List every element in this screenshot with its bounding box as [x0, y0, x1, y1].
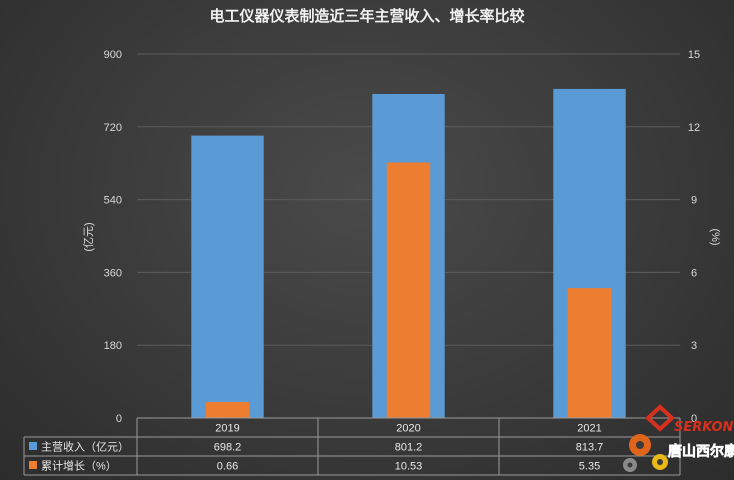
- left-axis-label: (亿元): [82, 222, 95, 251]
- table-cell: 813.7: [576, 442, 604, 454]
- revenue-bar-2019: [191, 135, 264, 418]
- category-label: 2020: [396, 423, 420, 435]
- growth-bar-2021: [567, 288, 612, 418]
- table-cell: 5.35: [579, 461, 600, 473]
- legend-label: 累计增长（%）: [41, 459, 117, 473]
- right-tick-label: 3: [691, 340, 697, 352]
- legend-label: 主营收入（亿元）: [41, 440, 129, 454]
- left-axis-ticks: 0 180 360 540 720 900: [104, 49, 122, 425]
- category-label: 2019: [215, 423, 239, 435]
- legend-swatch: [29, 442, 37, 450]
- growth-bar-2019: [205, 401, 250, 418]
- category-label: 2021: [577, 423, 601, 435]
- left-tick-label: 540: [104, 195, 122, 207]
- table-cell: 698.2: [214, 442, 242, 454]
- logo-brand: SERKON: [674, 420, 734, 435]
- logo-name: 唐山西尔康: [668, 443, 734, 460]
- left-tick-label: 900: [104, 49, 122, 61]
- right-tick-label: 0: [691, 413, 697, 425]
- table-cell: 10.53: [395, 461, 423, 473]
- serkon-logo: SERKON 唐山西尔康: [623, 404, 734, 472]
- left-tick-label: 360: [104, 267, 122, 279]
- table-cell: 801.2: [395, 442, 423, 454]
- right-axis-label: (%): [709, 228, 721, 245]
- right-tick-label: 15: [688, 49, 700, 61]
- growth-bar-2020: [386, 162, 431, 418]
- left-tick-label: 0: [116, 413, 122, 425]
- right-tick-label: 6: [691, 267, 697, 279]
- right-tick-label: 9: [691, 195, 697, 207]
- left-tick-label: 180: [104, 340, 122, 352]
- growth-bars: [205, 162, 612, 418]
- gear-icon: [623, 434, 668, 472]
- right-axis-ticks: 0 3 6 9 12 15: [688, 49, 700, 425]
- table-cell: 0.66: [217, 461, 238, 473]
- legend-swatch: [29, 461, 37, 469]
- left-tick-label: 720: [104, 122, 122, 134]
- right-tick-label: 12: [688, 122, 700, 134]
- serkon-mark-icon: [645, 404, 675, 432]
- chart-title: 电工仪器仪表制造近三年主营收入、增长率比较: [209, 7, 524, 25]
- data-table: 2019 2020 2021 主营收入（亿元） 698.2 801.2 813.7 累计增长（…: [23, 417, 681, 476]
